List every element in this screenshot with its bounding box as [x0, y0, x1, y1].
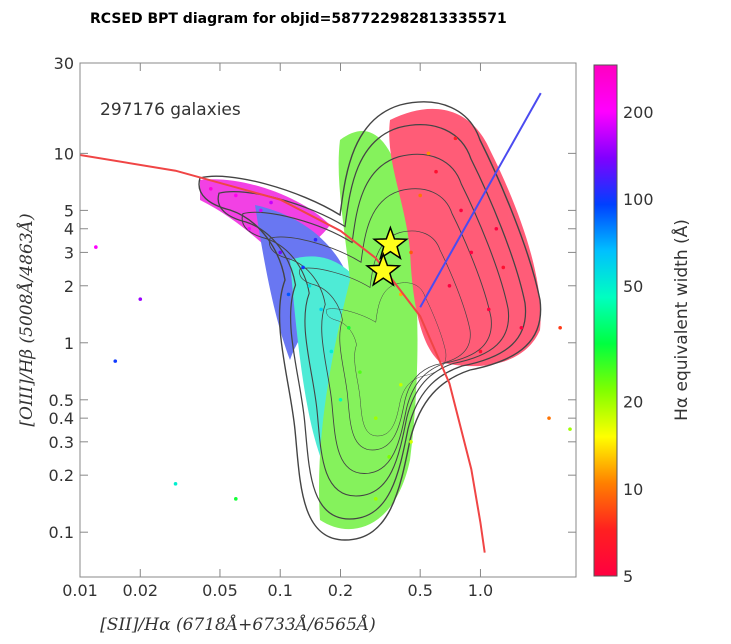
scatter-point [558, 325, 562, 330]
chart-title: RCSED BPT diagram for objid=587722982813… [90, 11, 507, 27]
scatter-point [234, 193, 238, 198]
scatter-point [486, 307, 491, 312]
y-tick-label: 0.4 [49, 409, 74, 428]
plot-marks [80, 92, 572, 553]
y-tick-label: 5 [64, 201, 74, 220]
x-tick-label: 0.5 [407, 581, 432, 600]
scatter-point [568, 427, 572, 431]
y-tick-label: 2 [64, 277, 74, 296]
scatter-point [278, 250, 283, 255]
x-tick-label: 0.2 [328, 581, 353, 600]
y-tick-label: 0.3 [49, 433, 74, 452]
y-tick-label: 0.1 [49, 523, 74, 542]
scatter-point [519, 325, 524, 330]
scatter-point [469, 250, 474, 255]
scatter-point [398, 383, 403, 387]
scatter-point [373, 416, 378, 420]
y-tick-label: 1 [64, 334, 74, 353]
cloud-green [319, 131, 418, 530]
scatter-point [319, 307, 323, 312]
scatter-point [247, 226, 252, 231]
y-tick-label: 4 [64, 220, 74, 239]
scatter-point [409, 440, 413, 444]
cloud-red [389, 108, 541, 367]
scatter-point [259, 208, 263, 213]
contour [198, 101, 542, 541]
scatter-point [173, 482, 178, 486]
x-tick-label: 0.1 [268, 581, 293, 600]
scatter-point [387, 455, 391, 459]
scatter-point [286, 292, 291, 297]
colorbar-tick-label: 50 [623, 277, 643, 296]
scatter-point [434, 169, 438, 174]
colorbar-tick-label: 100 [623, 190, 654, 209]
scatter-point [459, 208, 463, 213]
scatter-point [478, 349, 483, 354]
y-tick-label: 0.2 [49, 466, 74, 485]
scatter-point [418, 193, 422, 198]
scatter-point [269, 200, 273, 205]
y-tick-label: 0.5 [49, 391, 74, 410]
scatter-point [138, 297, 143, 301]
y-tick-label: 30 [54, 54, 74, 73]
chart-layer: 0.01 0.02 0.05 0.1 0.2 0.5 1.00.10.20.30.40.51… [49, 54, 654, 600]
y-axis-label: [OIII]/Hβ (5008Å/4863Å) [16, 213, 37, 426]
x-tick-label: 1.0 [468, 581, 493, 600]
scatter-point [426, 151, 431, 156]
colorbar-label: Hα equivalent width (Å) [670, 219, 692, 421]
demarcation-line [419, 92, 542, 308]
colorbar-tick-label: 20 [623, 393, 643, 412]
annotation: 297176 galaxies [100, 100, 241, 120]
x-axis-label: [SII]/Hα (6718Å+6733Å/6565Å) [100, 614, 376, 635]
colorbar-tick-label: 5 [623, 567, 633, 586]
colorbar [593, 64, 618, 577]
target-star [365, 251, 402, 287]
scatter-point [313, 237, 318, 242]
scatter-point [113, 359, 118, 363]
scatter-point [501, 265, 506, 270]
scatter-point [547, 416, 551, 420]
scatter-point [409, 250, 413, 255]
x-tick-label: 0.05 [202, 581, 238, 600]
density-cloud [200, 108, 541, 530]
scatter-point [94, 245, 98, 249]
scatter-point [447, 283, 452, 288]
colorbar-tick-label: 10 [623, 480, 643, 499]
scatter-point [358, 370, 362, 374]
demarcation-line [80, 154, 486, 553]
colorbar-tick-label: 200 [623, 103, 654, 122]
scatter-point [346, 325, 351, 330]
y-tick-label: 3 [64, 243, 74, 262]
target-star [372, 225, 409, 261]
scatter-point [307, 283, 312, 288]
scatter-point [494, 226, 499, 231]
x-tick-label: 0.02 [122, 581, 158, 600]
contours [198, 101, 542, 541]
y-tick-label: 10 [54, 144, 74, 163]
scatter-point [338, 397, 343, 402]
plot-frame [79, 62, 577, 578]
scatter-point [373, 497, 378, 501]
scatter-point [208, 187, 213, 191]
scatter-point [301, 265, 305, 270]
scatter-point [234, 497, 238, 501]
x-tick-label: 0.01 [62, 581, 98, 600]
scatter-point [329, 349, 334, 354]
scatter-point [453, 136, 458, 141]
